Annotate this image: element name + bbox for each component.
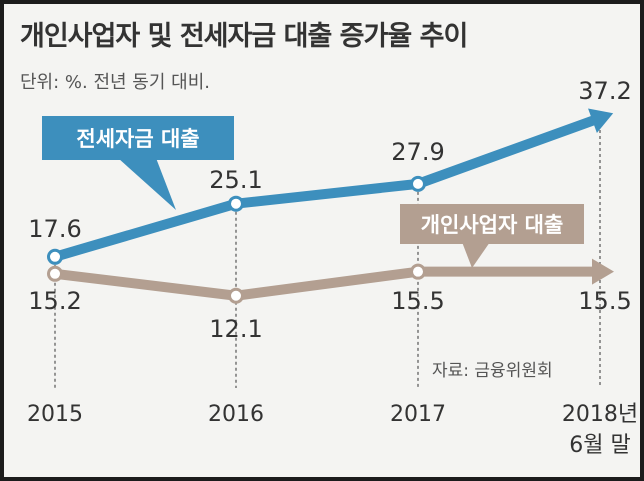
- value-label-jeonse: 27.9: [391, 138, 444, 166]
- arrowhead-business: [592, 258, 614, 285]
- value-label-jeonse: 37.2: [578, 77, 631, 105]
- x-tick-label: 2018년 6월 말: [562, 402, 638, 458]
- value-label-business: 15.5: [578, 287, 631, 315]
- legend-tag-label: 전세자금 대출: [76, 127, 199, 151]
- x-tick-label: 2016: [208, 402, 264, 427]
- data-point-jeonse: [47, 248, 63, 265]
- x-tick-label: 2015: [27, 402, 83, 427]
- legend-tag-box: [400, 204, 584, 244]
- data-point-business: [228, 287, 244, 304]
- legend-tag-jeonse: 전세자금 대출: [42, 116, 234, 210]
- series-line-jeonse: [53, 115, 597, 262]
- value-label-jeonse: 17.6: [28, 215, 81, 243]
- x-tick-label: 2017: [390, 402, 446, 427]
- data-point-jeonse: [228, 195, 244, 212]
- legend-tag-box: [42, 116, 234, 160]
- legend-tag-pointer: [118, 158, 176, 210]
- legend-tag-label: 개인사업자 대출: [421, 213, 564, 237]
- data-point-jeonse: [410, 175, 426, 192]
- value-label-business: 15.5: [391, 287, 444, 315]
- series-line-business: [54, 266, 594, 301]
- value-label-jeonse: 25.1: [209, 166, 262, 194]
- arrowhead-jeonse: [588, 108, 614, 133]
- data-point-business: [47, 265, 63, 282]
- chart-title: 개인사업자 및 전세자금 대출 증가율 추이: [20, 21, 468, 52]
- data-point-business: [410, 263, 426, 280]
- unit-note: 단위: %. 전년 동기 대비.: [20, 72, 210, 93]
- value-label-business: 15.2: [28, 287, 81, 315]
- value-label-business: 12.1: [209, 315, 262, 343]
- legend-tag-pointer: [462, 242, 490, 268]
- legend-tag-business: 개인사업자 대출: [400, 204, 584, 268]
- source-note: 자료: 금융위원회: [432, 361, 553, 381]
